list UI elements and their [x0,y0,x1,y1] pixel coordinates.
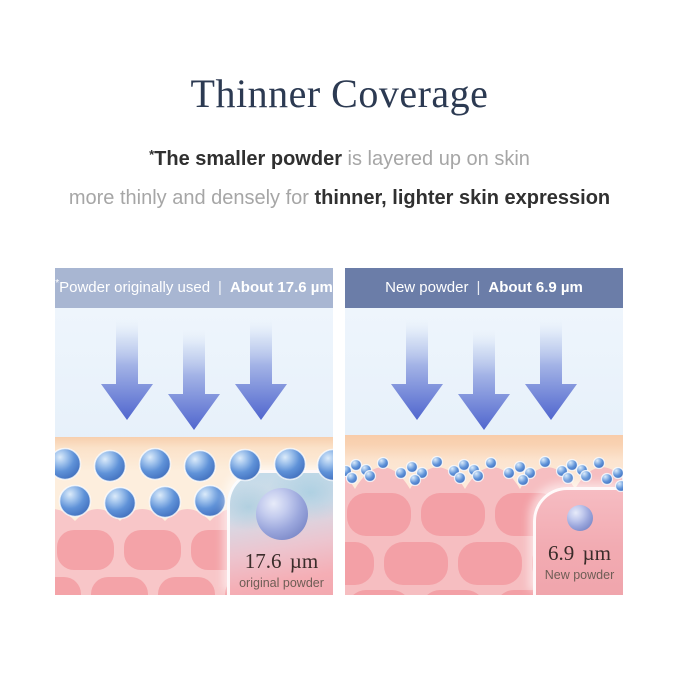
footnote-asterisk: * [149,147,155,162]
footnote-asterisk: * [55,278,60,289]
particle-size-label: New powder [544,568,615,582]
magnifier-card-original: 17.6 µm original powder [227,470,333,595]
small-powder-particles [345,455,606,487]
powder-particle-small [566,505,593,531]
panel-header-value: About 17.6 µm [229,279,333,296]
original-powder-panel: * Powder originally used | About 17.6 µm [55,268,333,595]
panel-header-name: New powder [385,279,469,296]
down-arrow-icon [458,330,510,430]
subtitle-line-2: more thinly and densely for thinner, lig… [0,187,679,210]
subtitle-emphasis: The smaller powder [154,148,342,170]
falling-powder-arrows [101,320,287,430]
down-arrow-icon [525,320,577,420]
subtitle-text: more thinly and densely for [68,187,315,209]
subtitle-text: is layered up on skin [342,148,530,170]
panel-header-value: About 6.9 µm [488,279,583,296]
new-powder-panel: New powder | About 6.9 µm [345,268,623,595]
down-arrow-icon [391,320,443,420]
particle-size-value: 6.9 µm [548,541,611,565]
original-panel-header: * Powder originally used | About 17.6 µm [55,268,333,308]
new-panel-diagram: 6.9 µm New powder [345,308,623,595]
panel-header-name: Powder originally used [59,279,211,296]
header-divider: | [218,279,222,296]
subtitle-line-1: *The smaller powder is layered up on ski… [0,148,679,171]
comparison-panels: * Powder originally used | About 17.6 µm [55,268,623,595]
original-panel-diagram: 17.6 µm original powder [55,308,333,595]
new-panel-header: New powder | About 6.9 µm [345,268,623,308]
down-arrow-icon [101,320,153,420]
powder-particle-large [255,488,308,540]
down-arrow-icon [235,320,287,420]
page-title: Thinner Coverage [190,71,489,116]
magnifier-card-new: 6.9 µm New powder [533,487,623,595]
falling-powder-arrows [391,320,577,430]
header-divider: | [476,279,481,296]
particle-size-value: 17.6 µm [244,549,319,573]
particle-size-label: original powder [239,576,324,590]
subtitle-emphasis: thinner, lighter skin expression [314,187,611,209]
down-arrow-icon [168,330,220,430]
